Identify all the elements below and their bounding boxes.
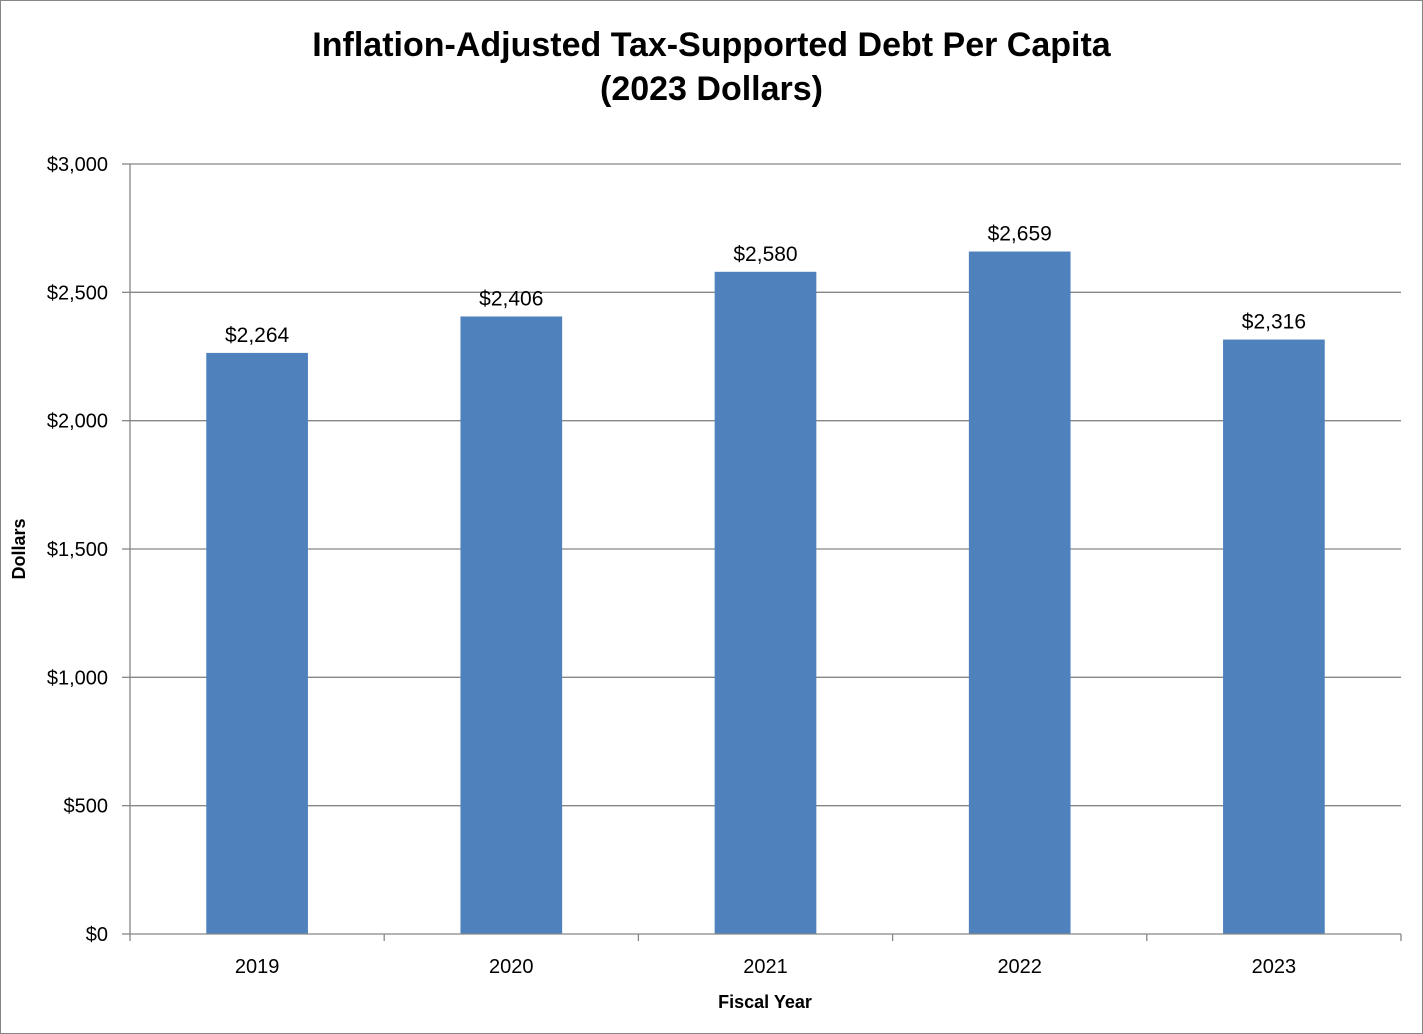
- x-tick-labels: 2019 2020 2021 2022 2023: [235, 956, 1296, 978]
- bar-2022: [968, 251, 1071, 935]
- data-label-2019: $2,264: [225, 324, 290, 347]
- bars: [206, 251, 1325, 935]
- chart-subtitle: (2023 Dollars): [600, 70, 823, 108]
- data-label-2020: $2,406: [479, 287, 543, 310]
- x-axis-label: Fiscal Year: [718, 992, 812, 1012]
- x-tick-label-2021: 2021: [743, 956, 788, 978]
- data-label-2022: $2,659: [988, 223, 1052, 246]
- bar-2020: [460, 316, 563, 935]
- bar-2019: [206, 352, 308, 934]
- x-tick-label-2020: 2020: [489, 956, 534, 978]
- bar-2021: [714, 271, 817, 934]
- chart-title-block: Inflation-Adjusted Tax-Supported Debt Pe…: [1, 23, 1422, 111]
- chart-title: Inflation-Adjusted Tax-Supported Debt Pe…: [312, 26, 1111, 64]
- y-tick-label: $1,000: [47, 667, 108, 689]
- y-axis-label: Dollars: [9, 518, 29, 579]
- y-tick-label: $1,500: [47, 539, 108, 561]
- y-tick-label: $2,000: [47, 411, 108, 433]
- y-tick-label: $2,500: [47, 282, 108, 304]
- y-tick-label: $500: [64, 796, 109, 818]
- data-label-2023: $2,316: [1242, 311, 1306, 334]
- data-labels: $2,264 $2,406 $2,580 $2,659 $2,316: [225, 223, 1306, 347]
- axes: [122, 163, 1402, 941]
- bar-2023: [1223, 339, 1325, 934]
- y-tick-label: $0: [86, 924, 108, 946]
- data-label-2021: $2,580: [733, 243, 797, 266]
- x-tick-label-2019: 2019: [235, 956, 280, 978]
- x-tick-label-2023: 2023: [1252, 956, 1297, 978]
- y-tick-label: $3,000: [47, 154, 108, 176]
- x-tick-label-2022: 2022: [997, 956, 1042, 978]
- y-tick-labels: $0 $500 $1,000 $1,500 $2,000 $2,500 $3,000: [47, 154, 108, 946]
